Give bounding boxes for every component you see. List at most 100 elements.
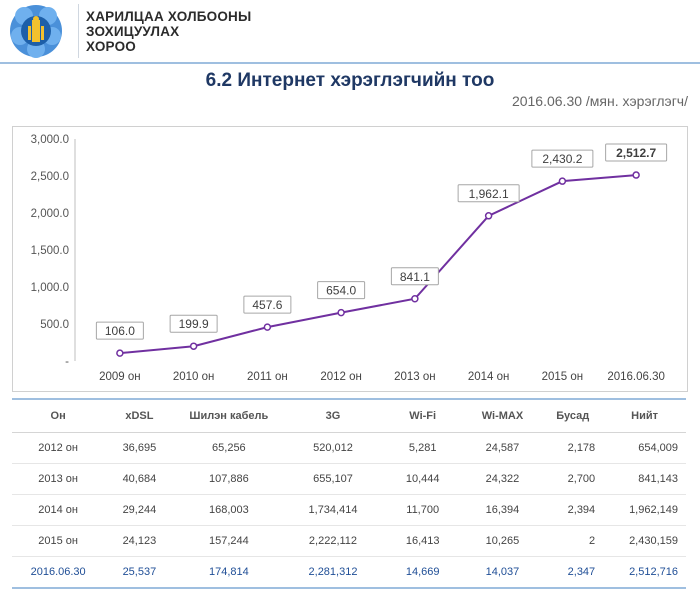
table-cell: 520,012 <box>283 432 383 464</box>
data-point <box>189 342 198 350</box>
column-header: xDSL <box>104 398 175 433</box>
y-tick-label: 3,000.0 <box>31 134 69 146</box>
table-header-row: Он xDSL Шилэн кабель 3G Wi-Fi Wi-MAX Бус… <box>12 398 686 433</box>
table-row: 2015 он 24,123 157,244 2,222,112 16,413 … <box>12 525 686 557</box>
x-tick-label: 2013 он <box>394 371 436 383</box>
table-cell: 2016.06.30 <box>12 556 105 589</box>
column-header: Нийт <box>603 398 686 433</box>
table-cell: 157,244 <box>174 525 284 557</box>
table-cell: 24,587 <box>462 432 543 464</box>
table-cell: 168,003 <box>174 494 284 526</box>
data-label-box <box>605 143 668 162</box>
table-cell: 2 <box>542 525 604 557</box>
table-cell: 2013 он <box>12 463 105 495</box>
table-cell: 24,322 <box>462 463 543 495</box>
data-label: 654.0 <box>326 284 356 298</box>
table-row: 2014 он 29,244 168,003 1,734,414 11,700 … <box>12 494 686 526</box>
table-cell: 2,178 <box>542 432 604 464</box>
x-tick-label: 2012 он <box>320 371 362 383</box>
x-tick-label: 2009 он <box>99 371 141 383</box>
data-point <box>484 212 493 220</box>
data-label: 106.0 <box>105 324 135 338</box>
table-cell: 16,394 <box>462 494 543 526</box>
organization-name: ХАРИЛЦАА ХОЛБООНЫ ЗОХИЦУУЛАХ ХОРОО <box>86 9 251 54</box>
table-row: 2013 он 40,684 107,886 655,107 10,444 24… <box>12 463 686 495</box>
x-tick-label: 2010 он <box>173 371 215 383</box>
table-row: 2016.06.30 25,537 174,814 2,281,312 14,6… <box>12 556 686 589</box>
table-cell: 2,394 <box>542 494 604 526</box>
data-label: 2,430.2 <box>542 152 582 166</box>
table-cell: 65,256 <box>174 432 284 464</box>
table-cell: 2,700 <box>542 463 604 495</box>
data-label: 1,962.1 <box>469 187 509 201</box>
x-tick-label: 2011 он <box>247 371 288 383</box>
x-tick-label: 2016.06.30 <box>607 371 665 383</box>
data-label: 2,512.7 <box>616 146 656 160</box>
column-header: Бусад <box>542 398 604 433</box>
org-line: ХОРОО <box>86 39 136 54</box>
table-cell: 655,107 <box>283 463 383 495</box>
table-cell: 2015 он <box>12 525 105 557</box>
column-header: 3G <box>283 398 383 433</box>
x-tick-label: 2014 он <box>468 371 510 383</box>
data-point <box>263 323 272 331</box>
column-header: Он <box>12 398 105 433</box>
data-table: Он xDSL Шилэн кабель 3G Wi-Fi Wi-MAX Бус… <box>12 398 686 589</box>
data-label-box <box>390 267 439 286</box>
data-label: 841.1 <box>400 270 430 284</box>
x-tick-label: 2015 он <box>542 371 584 383</box>
table-cell: 40,684 <box>104 463 175 495</box>
column-header: Wi-MAX <box>462 398 543 433</box>
data-point <box>411 295 419 303</box>
table-cell: 107,886 <box>174 463 284 495</box>
y-tick-label: 1,000.0 <box>31 282 69 294</box>
data-point <box>116 349 124 357</box>
table-cell: 11,700 <box>382 494 463 526</box>
header-divider <box>78 4 79 58</box>
table-cell: 14,037 <box>462 556 543 589</box>
table-cell: 29,244 <box>104 494 175 526</box>
series-line <box>119 174 637 355</box>
data-label-box <box>317 281 366 300</box>
page-title: 6.2 Интернет хэрэглэгчийн тоо <box>205 70 495 91</box>
org-line: ЗОХИЦУУЛАХ <box>86 24 180 39</box>
data-point <box>558 177 567 185</box>
data-label-box <box>243 295 292 314</box>
data-label-box <box>531 149 594 168</box>
table-cell: 654,009 <box>603 432 686 464</box>
table-cell: 841,143 <box>603 463 686 495</box>
data-label: 457.6 <box>252 298 282 312</box>
table-cell: 2012 он <box>12 432 105 464</box>
header-rule <box>0 62 700 64</box>
y-tick-label: - <box>65 356 69 368</box>
table-cell: 16,413 <box>382 525 463 557</box>
data-label: 199.9 <box>179 317 209 331</box>
org-line: ХАРИЛЦАА ХОЛБООНЫ <box>86 9 252 24</box>
table-cell: 24,123 <box>104 525 175 557</box>
y-tick-label: 500.0 <box>40 319 69 331</box>
y-tick-label: 2,000.0 <box>31 208 69 220</box>
table-cell: 2,430,159 <box>603 525 686 557</box>
data-label-box <box>95 321 144 340</box>
data-label-box <box>169 314 218 333</box>
table-cell: 2,281,312 <box>283 556 383 589</box>
table-cell: 25,537 <box>104 556 175 589</box>
y-tick-label: 2,500.0 <box>31 171 69 183</box>
column-header: Wi-Fi <box>382 398 463 433</box>
table-cell: 1,962,149 <box>603 494 686 526</box>
column-header: Шилэн кабель <box>174 398 284 433</box>
data-label-box <box>457 184 520 203</box>
table-cell: 14,669 <box>382 556 463 589</box>
table-cell: 2,347 <box>542 556 604 589</box>
table-cell: 10,265 <box>462 525 543 557</box>
table-cell: 2,512,716 <box>603 556 686 589</box>
logo-icon <box>10 5 62 58</box>
table-row: 2012 он 36,695 65,256 520,012 5,281 24,5… <box>12 432 686 464</box>
y-tick-label: 1,500.0 <box>31 245 69 257</box>
header: ХАРИЛЦАА ХОЛБООНЫ ЗОХИЦУУЛАХ ХОРОО <box>0 0 700 62</box>
table-cell: 36,695 <box>104 432 175 464</box>
data-point <box>337 308 345 317</box>
page-subtitle: 2016.06.30 /мян. хэрэглэгч/ <box>511 93 688 109</box>
table-cell: 174,814 <box>174 556 284 589</box>
data-point <box>632 171 640 179</box>
